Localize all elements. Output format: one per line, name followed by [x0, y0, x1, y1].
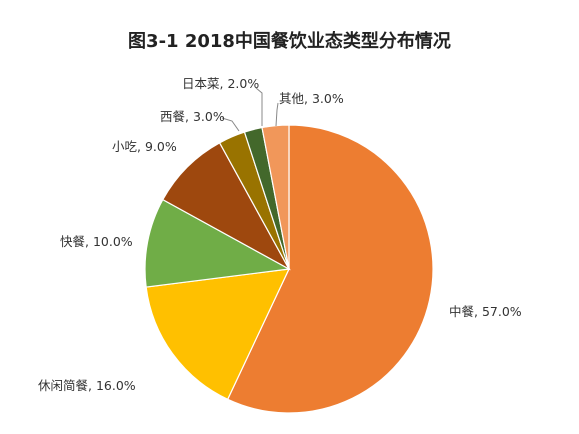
leader-line-6	[275, 102, 279, 127]
pie-slice-6	[261, 124, 290, 270]
pie-slice-3	[161, 141, 291, 271]
leader-lines	[221, 87, 279, 132]
slice-label-4: 西餐, 3.0%	[160, 109, 225, 124]
chart-title: 图3-1 2018中国餐饮业态类型分布情况	[128, 31, 451, 52]
slice-label-6: 其他, 3.0%	[279, 91, 344, 106]
pie-slices	[144, 124, 434, 414]
pie-slice-2	[144, 198, 291, 288]
leader-line-4	[221, 117, 240, 132]
leader-line-5	[255, 87, 263, 126]
slice-label-5: 日本菜, 2.0%	[182, 76, 259, 91]
slice-label-0: 中餐, 57.0%	[449, 304, 522, 319]
slice-label-3: 小吃, 9.0%	[112, 139, 177, 154]
slice-label-2: 快餐, 10.0%	[60, 234, 133, 249]
pie-slice-1	[145, 268, 291, 401]
slice-label-1: 休闲简餐, 16.0%	[38, 378, 136, 393]
pie-slice-0	[226, 124, 434, 414]
slice-labels: 中餐, 57.0% 休闲简餐, 16.0% 快餐, 10.0% 小吃, 9.0% 西餐,…	[38, 76, 522, 393]
